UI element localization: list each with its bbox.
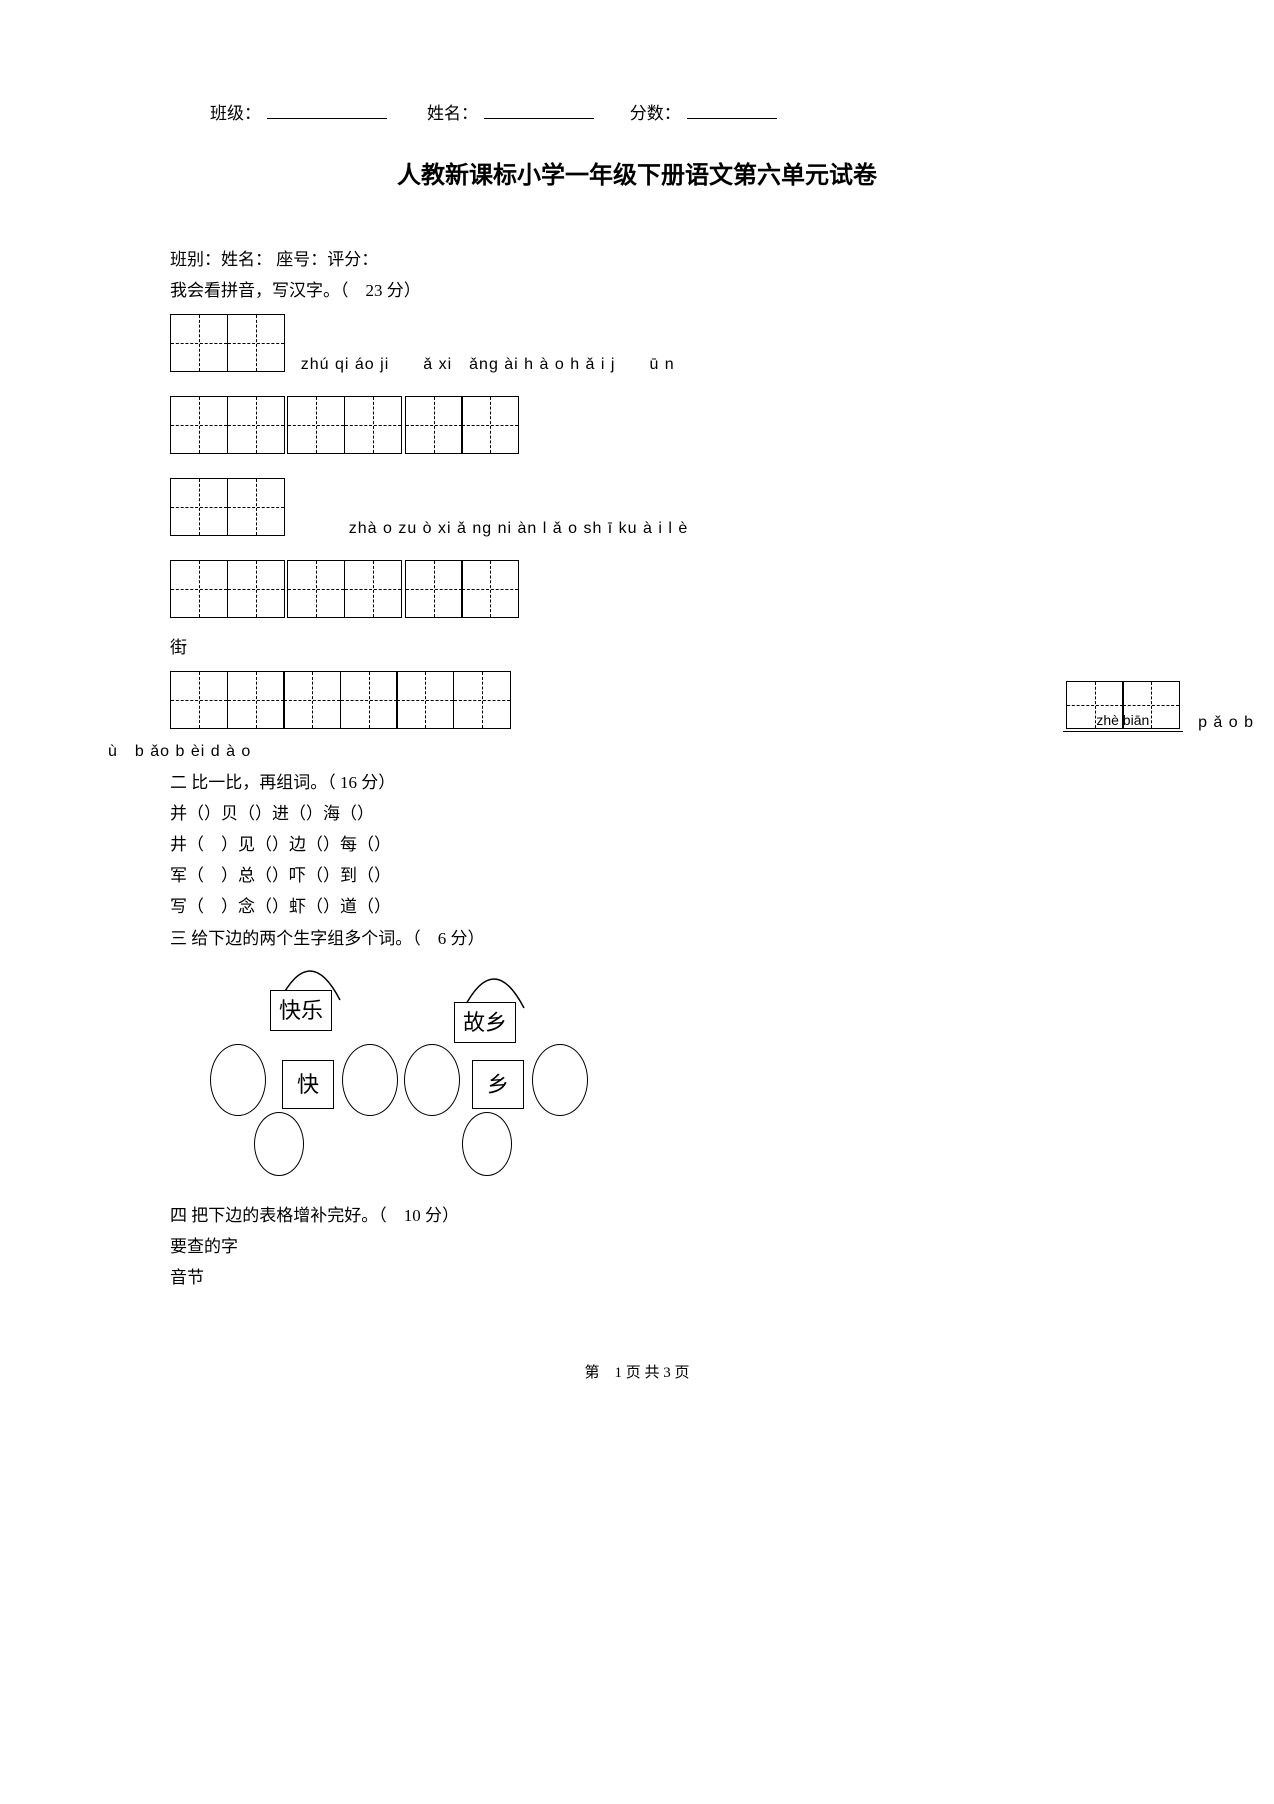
page-footer: 第 1 页 共 3 页 xyxy=(140,1361,1134,1385)
class-blank[interactable] xyxy=(267,118,387,119)
tzg-box[interactable] xyxy=(170,478,228,536)
oval-blank[interactable] xyxy=(462,1112,512,1176)
orphan-pinyin: ù b ǎo b èi d à o xyxy=(108,739,1134,765)
q2-line: 写（ ）念（）虾（）道（） xyxy=(170,893,1134,920)
q4-line: 要查的字 xyxy=(170,1233,1134,1260)
street-char: 街 xyxy=(170,634,1134,661)
name-label: 姓名： xyxy=(427,104,478,123)
tzg-box[interactable] xyxy=(227,314,285,372)
info-seat-label: 座号： xyxy=(272,250,327,269)
right-center-char: 乡 xyxy=(472,1060,524,1109)
tzg-box[interactable] xyxy=(287,396,345,454)
oval-blank[interactable] xyxy=(254,1112,304,1176)
tzg-box[interactable] xyxy=(340,671,398,729)
name-blank[interactable] xyxy=(484,118,594,119)
q4-line: 音节 xyxy=(170,1264,1134,1291)
q1-row2 xyxy=(170,390,1134,460)
tzg-box[interactable] xyxy=(405,560,463,618)
q2-line: 并（）贝（）进（）海（） xyxy=(170,800,1134,827)
q1-row5: zhè biān p ǎ o b xyxy=(170,665,1134,735)
q2-line: 军（ ）总（）吓（）到（） xyxy=(170,862,1134,889)
tzg-box[interactable] xyxy=(227,671,285,729)
q2-line: 井（ ）见（）边（）每（） xyxy=(170,831,1134,858)
zhebian-text: zhè biān xyxy=(1063,709,1183,732)
tzg-box[interactable] xyxy=(170,560,228,618)
oval-blank[interactable] xyxy=(342,1044,398,1116)
oval-blank[interactable] xyxy=(210,1044,266,1116)
tzg-box[interactable] xyxy=(405,396,463,454)
q2-title: 二 比一比，再组词。（ 16 分） xyxy=(170,769,1134,796)
tzg-box[interactable] xyxy=(461,396,519,454)
oval-blank[interactable] xyxy=(532,1044,588,1116)
q1-row4 xyxy=(170,554,1134,624)
info-name-label: 姓名： xyxy=(221,250,272,269)
tzg-box[interactable] xyxy=(283,671,341,729)
left-top-box: 快乐 xyxy=(270,990,332,1031)
tzg-box[interactable] xyxy=(227,560,285,618)
q1-row1: zhú qi áo ji ǎ xi ǎng ài h à o h ǎ i j ū… xyxy=(170,308,1134,378)
class-label: 班级： xyxy=(210,104,261,123)
tzg-box[interactable] xyxy=(344,560,402,618)
pinyin-1: zhú qi áo ji ǎ xi ǎng ài h à o h ǎ i j ū… xyxy=(289,356,675,373)
right-top-box: 故乡 xyxy=(454,1002,516,1043)
left-center-char: 快 xyxy=(282,1060,334,1109)
footer-page: 1 xyxy=(615,1365,623,1381)
doc-title: 人教新课标小学一年级下册语文第六单元试卷 xyxy=(140,157,1134,195)
tzg-box[interactable] xyxy=(396,671,454,729)
tzg-box[interactable] xyxy=(170,314,228,372)
info-class-label: 班别： xyxy=(170,250,221,269)
tzg-box[interactable] xyxy=(227,396,285,454)
tzg-box[interactable] xyxy=(461,560,519,618)
footer-prefix: 第 xyxy=(584,1365,614,1381)
tzg-box[interactable] xyxy=(227,478,285,536)
info-row: 班别：姓名： 座号：评分： xyxy=(170,246,1134,273)
q1-title: 我会看拼音，写汉字。（ 23 分） xyxy=(170,277,1134,304)
tzg-box[interactable] xyxy=(170,396,228,454)
oval-blank[interactable] xyxy=(404,1044,460,1116)
q3-title: 三 给下边的两个生字组多个词。（ 6 分） xyxy=(170,925,1134,952)
tzg-box[interactable] xyxy=(170,671,228,729)
q1-row3: zhà o zu ò xi ǎ ng ni àn l ǎ o sh ī ku à… xyxy=(170,472,1134,542)
page-header: 班级： 姓名： 分数： xyxy=(210,100,1134,127)
tzg-box[interactable] xyxy=(344,396,402,454)
tzg-box[interactable] xyxy=(287,560,345,618)
tzg-box[interactable] xyxy=(453,671,511,729)
q4-title: 四 把下边的表格增补完好。（ 10 分） xyxy=(170,1202,1134,1229)
paob-text: p ǎ o b xyxy=(1180,710,1254,736)
info-grade-label: 评分： xyxy=(327,250,378,269)
q3-diagram: 快乐 快 故乡 乡 xyxy=(210,962,610,1182)
score-label: 分数： xyxy=(630,104,681,123)
pinyin-2: zhà o zu ò xi ǎ ng ni àn l ǎ o sh ī ku à… xyxy=(289,520,689,537)
score-blank[interactable] xyxy=(687,118,777,119)
footer-suffix: 页 共 3 页 xyxy=(622,1365,690,1381)
